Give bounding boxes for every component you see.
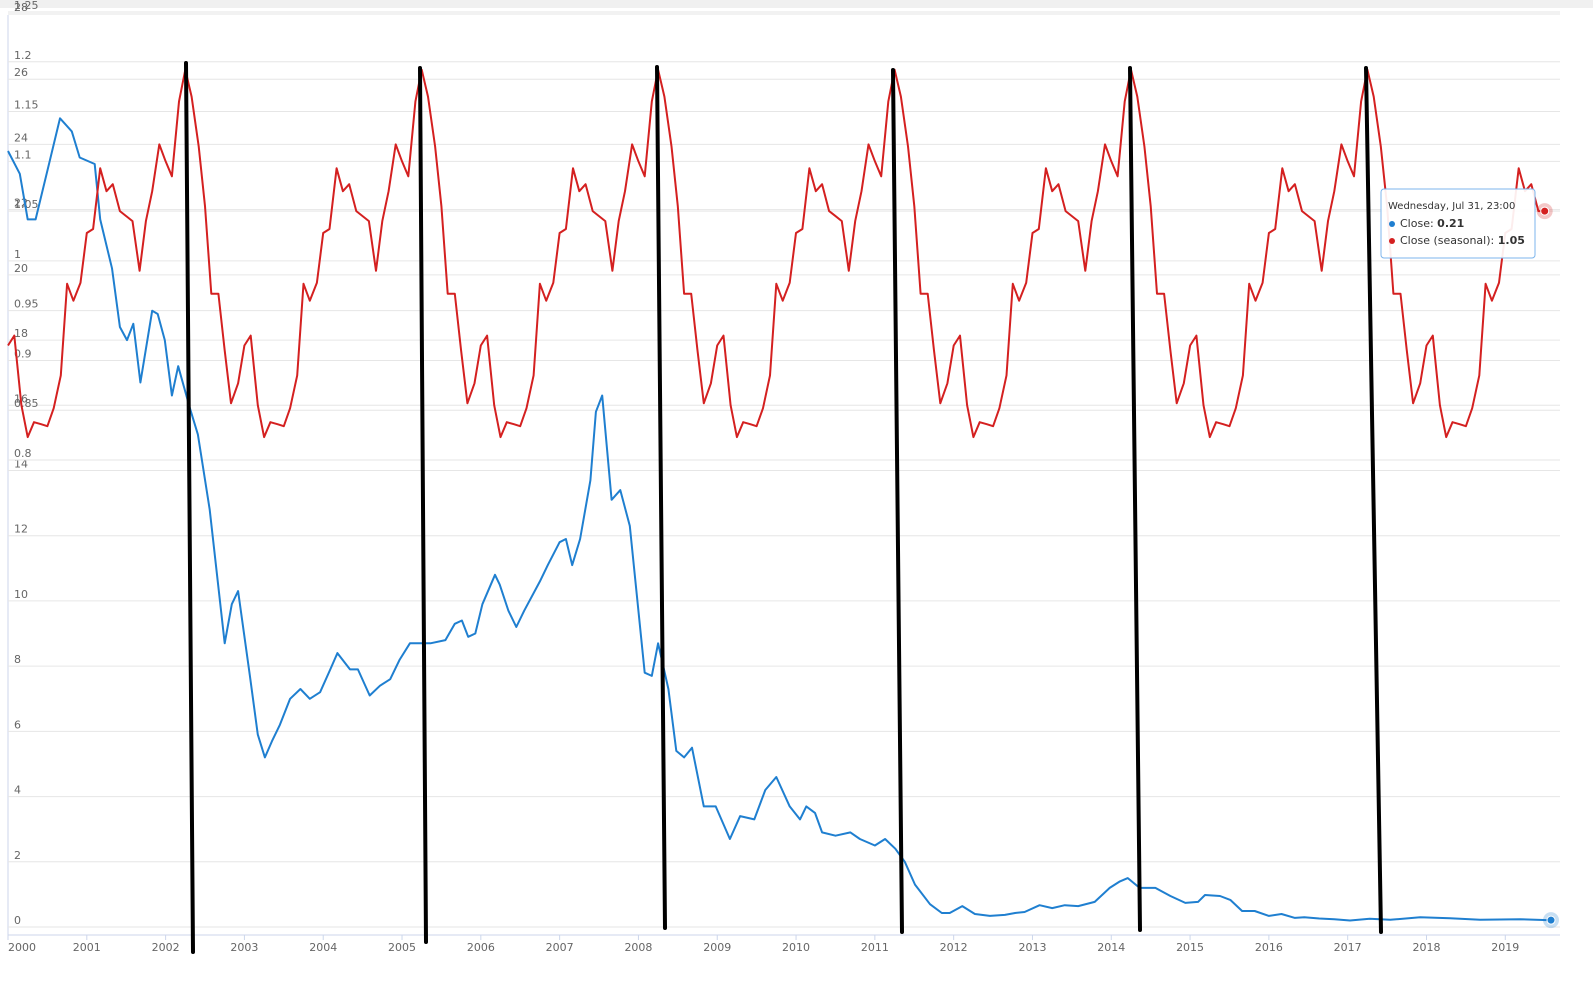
x-tick-label: 2019 xyxy=(1491,941,1519,954)
x-tick-label: 2016 xyxy=(1255,941,1283,954)
annotations xyxy=(184,61,1383,954)
x-tick-label: 2017 xyxy=(1334,941,1362,954)
x-tick-label: 2001 xyxy=(73,941,101,954)
x-tick-label: 2015 xyxy=(1176,941,1204,954)
x-tick-label: 2014 xyxy=(1097,941,1125,954)
y-tick-label: 1.05 xyxy=(14,198,39,211)
y-tick-label: 1.25 xyxy=(14,0,39,12)
tooltip-label: Close: xyxy=(1400,217,1434,230)
x-tick-label: 2002 xyxy=(152,941,180,954)
tooltip-value: 0.21 xyxy=(1437,217,1464,230)
annotation-line xyxy=(184,61,195,954)
hover-point xyxy=(1546,915,1556,925)
tooltip-box xyxy=(1380,188,1536,259)
grid: 02468101214161820222426280.80.850.90.951… xyxy=(7,0,1560,954)
x-tick-label: 2018 xyxy=(1412,941,1440,954)
y-tick-label: 0 xyxy=(14,914,21,927)
tooltip-swatch xyxy=(1389,238,1395,244)
tooltip-label: Close (seasonal): xyxy=(1400,234,1494,247)
annotation-line xyxy=(1128,66,1142,932)
tooltip-title: Wednesday, Jul 31, 23:00 xyxy=(1388,201,1515,212)
y-tick-label: 20 xyxy=(14,262,28,275)
y-tick-label: 2 xyxy=(14,849,21,862)
y-tick-label: 1.15 xyxy=(14,99,39,112)
x-tick-label: 2010 xyxy=(782,941,810,954)
tooltip-value: 1.05 xyxy=(1498,234,1525,247)
y-tick-label: 0.9 xyxy=(14,347,32,360)
annotation-line xyxy=(418,66,428,944)
x-tick-label: 2007 xyxy=(546,941,574,954)
hover-point xyxy=(1540,206,1550,216)
series-line xyxy=(7,68,1545,439)
y-tick-label: 28 xyxy=(14,1,28,14)
x-tick-label: 2003 xyxy=(230,941,258,954)
y-tick-label: 1 xyxy=(14,248,21,261)
annotation-line xyxy=(1364,66,1383,934)
series-layer xyxy=(7,68,1552,922)
y-tick-label: 14 xyxy=(14,458,28,471)
series-line xyxy=(7,117,1552,922)
x-tick-label: 2006 xyxy=(467,941,495,954)
y-tick-label: 26 xyxy=(14,66,28,79)
tooltip-swatch xyxy=(1389,221,1395,227)
y-tick-label: 0.8 xyxy=(14,447,32,460)
y-tick-label: 0.95 xyxy=(14,298,39,311)
tooltip-item: Close (seasonal): 1.05 xyxy=(1400,234,1525,247)
y-tick-label: 18 xyxy=(14,327,28,340)
y-tick-label: 4 xyxy=(14,784,21,797)
x-tick-label: 2009 xyxy=(703,941,731,954)
annotation-line xyxy=(891,68,904,934)
x-tick-label: 2011 xyxy=(861,941,889,954)
y-tick-label: 8 xyxy=(14,653,21,666)
y-tick-label: 12 xyxy=(14,523,28,536)
top-band xyxy=(0,0,1593,8)
y-tick-label: 1.2 xyxy=(14,49,32,62)
x-tick-label: 2013 xyxy=(1018,941,1046,954)
y-tick-label: 10 xyxy=(14,588,28,601)
y-tick-label: 6 xyxy=(14,718,21,731)
y-tick-label: 1.1 xyxy=(14,148,32,161)
tooltip-item: Close: 0.21 xyxy=(1400,217,1464,230)
y-tick-label: 0.85 xyxy=(14,397,39,410)
tooltip: Wednesday, Jul 31, 23:00 Close: 0.21 Clo… xyxy=(1380,188,1536,259)
x-tick-label: 2008 xyxy=(624,941,652,954)
x-tick-label: 2004 xyxy=(309,941,337,954)
y-tick-label: 24 xyxy=(14,131,28,144)
hover-markers xyxy=(1536,203,1559,929)
x-tick-label: 2005 xyxy=(388,941,416,954)
annotation-line xyxy=(655,65,667,930)
x-tick-label: 2000 xyxy=(8,941,36,954)
x-tick-label: 2012 xyxy=(940,941,968,954)
